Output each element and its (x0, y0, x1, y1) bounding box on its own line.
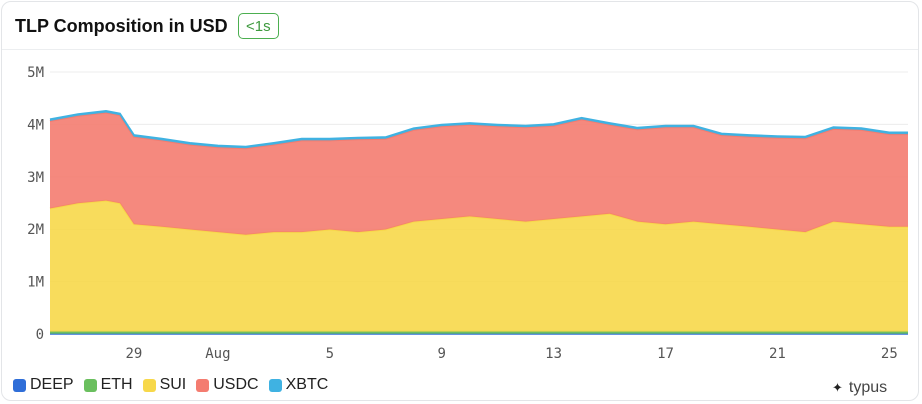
legend-swatch (142, 378, 156, 392)
x-tick-label: 21 (769, 346, 786, 362)
legend-label: XBTC (285, 376, 329, 393)
x-tick-label: 25 (881, 346, 898, 362)
line-xbtc (49, 109, 908, 148)
legend-label: DEEP (30, 376, 74, 393)
legend-swatch (196, 378, 210, 392)
y-tick-label: 3M (27, 170, 44, 186)
legend-label: USDC (213, 376, 259, 393)
legend-label: ETH (100, 376, 133, 393)
y-tick-label: 2M (27, 222, 44, 238)
y-tick-label: 0 (36, 327, 44, 343)
card-header: TLP Composition in USD <1s (2, 2, 918, 50)
legend-item-deep[interactable]: DEEP (13, 376, 74, 394)
legend-swatch (83, 378, 97, 392)
legend: DEEP ETH SUI USDC XBTC (13, 376, 328, 394)
typus-logo-icon: ✦ (832, 380, 843, 395)
area-series (49, 109, 908, 335)
x-tick-label: 9 (437, 346, 445, 362)
x-tick-label: Aug (205, 346, 230, 362)
y-tick-label: 1M (27, 275, 44, 291)
area-usdc (50, 112, 908, 235)
brand-name: typus (848, 379, 888, 396)
chart-title: TLP Composition in USD (15, 16, 228, 36)
legend-label: SUI (159, 376, 187, 393)
legend-swatch (13, 378, 26, 392)
x-axis: 29 Aug 5 9 13 17 21 25 (126, 346, 898, 362)
y-tick-label: 4M (27, 117, 44, 133)
x-tick-label: 17 (657, 346, 674, 362)
x-tick-label: 29 (126, 346, 143, 362)
legend-item-eth[interactable]: ETH (83, 376, 133, 394)
legend-swatch (268, 378, 282, 392)
y-axis: 0 1M 2M 3M 4M 5M (27, 65, 44, 343)
brand-watermark: ✦ typus (832, 379, 887, 397)
legend-item-xbtc[interactable]: XBTC (268, 376, 329, 394)
latency-badge: <1s (238, 13, 279, 39)
legend-item-sui[interactable]: SUI (142, 376, 187, 394)
x-tick-label: 13 (545, 346, 562, 362)
y-tick-label: 5M (27, 65, 44, 81)
legend-item-usdc[interactable]: USDC (196, 376, 259, 394)
x-tick-label: 5 (326, 346, 334, 362)
